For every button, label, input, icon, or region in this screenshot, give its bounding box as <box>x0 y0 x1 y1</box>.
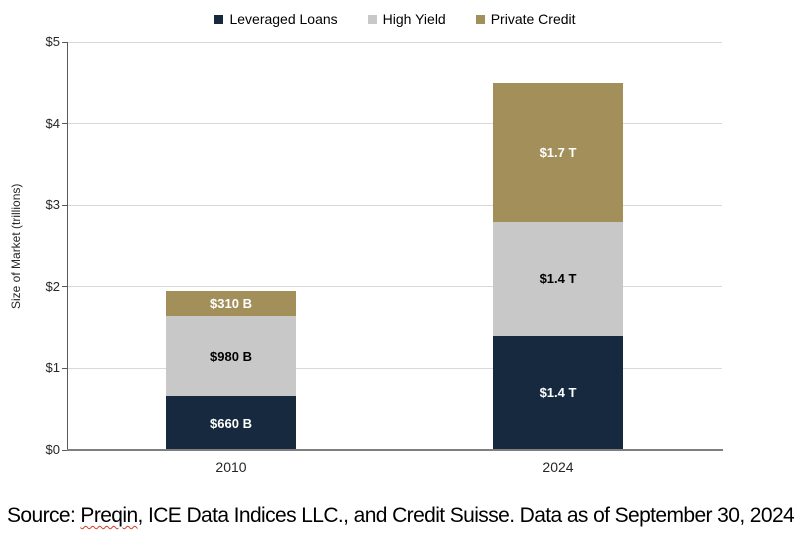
legend-swatch <box>475 14 485 24</box>
chart-legend: Leveraged Loans High Yield Private Credit <box>0 8 790 30</box>
legend-label: Private Credit <box>490 11 576 27</box>
source-note: Source: Preqin, ICE Data Indices LLC., a… <box>7 504 807 528</box>
bar-segment-private-credit: $1.7 T <box>493 82 623 222</box>
legend-label: High Yield <box>382 11 446 27</box>
source-note-rest: , ICE Data Indices LLC., and Credit Suis… <box>137 504 795 527</box>
bar-2024: $1.4 T $1.4 T $1.7 T <box>493 42 623 450</box>
grid-line <box>67 286 722 288</box>
legend-label: Leveraged Loans <box>229 11 338 27</box>
bar-segment-label: $980 B <box>210 348 252 364</box>
bar-segment-label: $1.4 T <box>539 271 577 287</box>
legend-item: Leveraged Loans <box>214 11 338 27</box>
y-tick-label: $3 <box>45 197 60 213</box>
bar-segment-label: $310 B <box>210 296 252 312</box>
legend-item: High Yield <box>367 11 446 27</box>
grid-line <box>67 123 722 125</box>
y-tick-label: $1 <box>45 360 60 376</box>
legend-item: Private Credit <box>475 11 576 27</box>
grid-line <box>67 41 722 43</box>
legend-swatch <box>367 14 377 24</box>
bar-segment-high-yield: $980 B <box>166 316 296 397</box>
y-tick-mark <box>62 449 67 451</box>
bar-segment-label: $1.7 T <box>539 144 577 160</box>
bar-segment-private-credit: $310 B <box>166 290 296 317</box>
grid-line <box>67 367 722 369</box>
bar-2010: $660 B $980 B $310 B <box>166 42 296 450</box>
y-tick-label: $4 <box>45 115 60 131</box>
x-axis-label: 2024 <box>542 459 574 475</box>
bar-segment-leveraged-loans: $660 B <box>166 396 296 450</box>
legend-swatch <box>214 14 224 24</box>
y-tick-label: $0 <box>45 442 60 457</box>
y-tick-label: $5 <box>45 34 60 49</box>
plot-area: $660 B $980 B $310 B $1.4 T $1.4 T $1.7 T <box>67 41 722 450</box>
y-axis-title: Size of Market (trillions) <box>9 183 23 309</box>
y-axis-line <box>67 42 68 451</box>
grid-line <box>67 204 722 206</box>
y-tick-mark <box>62 123 67 125</box>
y-tick-mark <box>62 286 67 288</box>
bar-segment-label: $1.4 T <box>539 385 577 401</box>
y-tick-mark <box>62 367 67 369</box>
bar-segment-label: $660 B <box>210 415 252 431</box>
y-tick-mark <box>62 41 67 43</box>
y-tick-label: $2 <box>45 278 60 294</box>
y-tick-mark <box>62 204 67 206</box>
source-note-spellchecked-word: Preqin <box>80 504 138 527</box>
source-note-prefix: Source: <box>7 504 81 527</box>
bar-segment-leveraged-loans: $1.4 T <box>493 335 623 450</box>
x-axis-label: 2010 <box>215 459 247 475</box>
x-axis-line <box>67 449 723 451</box>
bar-segment-high-yield: $1.4 T <box>493 221 623 336</box>
